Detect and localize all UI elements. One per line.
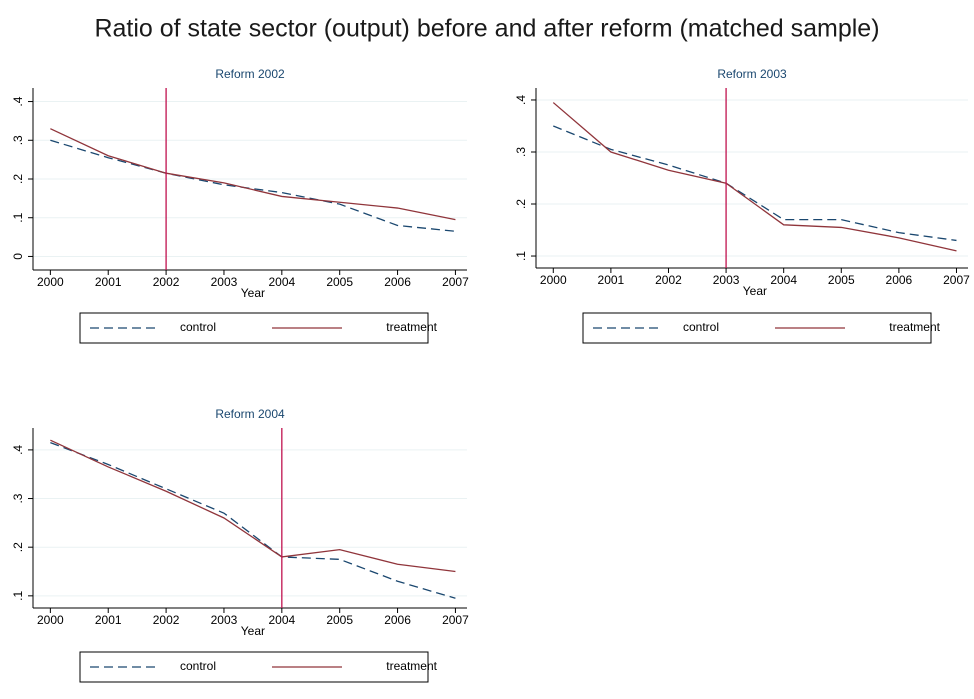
series-line <box>50 439 456 573</box>
y-tick-label: 0 <box>11 253 25 260</box>
x-tick-label: 2003 <box>211 613 238 627</box>
x-tick-label: 2002 <box>153 613 180 627</box>
y-tick-label: .1 <box>11 591 25 601</box>
x-tick-label: 2001 <box>598 273 625 287</box>
x-tick-label: 2002 <box>153 275 180 289</box>
y-tick-label: .3 <box>11 493 25 503</box>
x-tick-label: 2006 <box>886 273 913 287</box>
series-line <box>553 125 957 242</box>
y-tick-label: .1 <box>11 212 25 222</box>
x-axis-label: Year <box>743 284 767 298</box>
y-tick-label: .3 <box>514 147 528 157</box>
y-tick-label: .2 <box>11 174 25 184</box>
legend-label: control <box>180 320 216 334</box>
y-tick-label: .4 <box>11 96 25 106</box>
panel-title: Reform 2004 <box>215 407 285 421</box>
x-axis-label: Year <box>241 624 265 638</box>
x-tick-label: 2005 <box>326 613 353 627</box>
x-tick-label: 2003 <box>211 275 238 289</box>
y-tick-label: .3 <box>11 135 25 145</box>
x-tick-label: 2004 <box>770 273 797 287</box>
x-tick-label: 2001 <box>95 613 122 627</box>
series-line <box>50 128 456 221</box>
panel-title: Reform 2003 <box>717 67 787 81</box>
x-tick-label: 2003 <box>713 273 740 287</box>
figure-title: Ratio of state sector (output) before an… <box>94 15 879 43</box>
x-tick-label: 2000 <box>37 613 64 627</box>
y-tick-label: .1 <box>514 251 528 261</box>
series-line <box>50 441 456 599</box>
legend-label: treatment <box>386 320 437 334</box>
x-tick-label: 2000 <box>540 273 567 287</box>
legend-label: control <box>180 659 216 673</box>
x-tick-label: 2007 <box>442 275 469 289</box>
legend-label: treatment <box>889 320 940 334</box>
x-tick-label: 2006 <box>384 613 411 627</box>
x-tick-label: 2000 <box>37 275 64 289</box>
x-axis-label: Year <box>241 286 265 300</box>
x-tick-label: 2007 <box>442 613 469 627</box>
x-tick-label: 2005 <box>326 275 353 289</box>
x-tick-label: 2006 <box>384 275 411 289</box>
y-tick-label: .4 <box>514 95 528 105</box>
panel-title: Reform 2002 <box>215 67 285 81</box>
y-tick-label: .4 <box>11 445 25 455</box>
y-tick-label: .2 <box>11 542 25 552</box>
legend-label: control <box>683 320 719 334</box>
x-tick-label: 2001 <box>95 275 122 289</box>
y-tick-label: .2 <box>514 199 528 209</box>
x-tick-label: 2005 <box>828 273 855 287</box>
series-line <box>50 139 456 232</box>
x-tick-label: 2004 <box>268 613 295 627</box>
x-tick-label: 2004 <box>268 275 295 289</box>
legend-label: treatment <box>386 659 437 673</box>
x-tick-label: 2007 <box>943 273 970 287</box>
series-line <box>552 102 957 252</box>
x-tick-label: 2002 <box>655 273 682 287</box>
